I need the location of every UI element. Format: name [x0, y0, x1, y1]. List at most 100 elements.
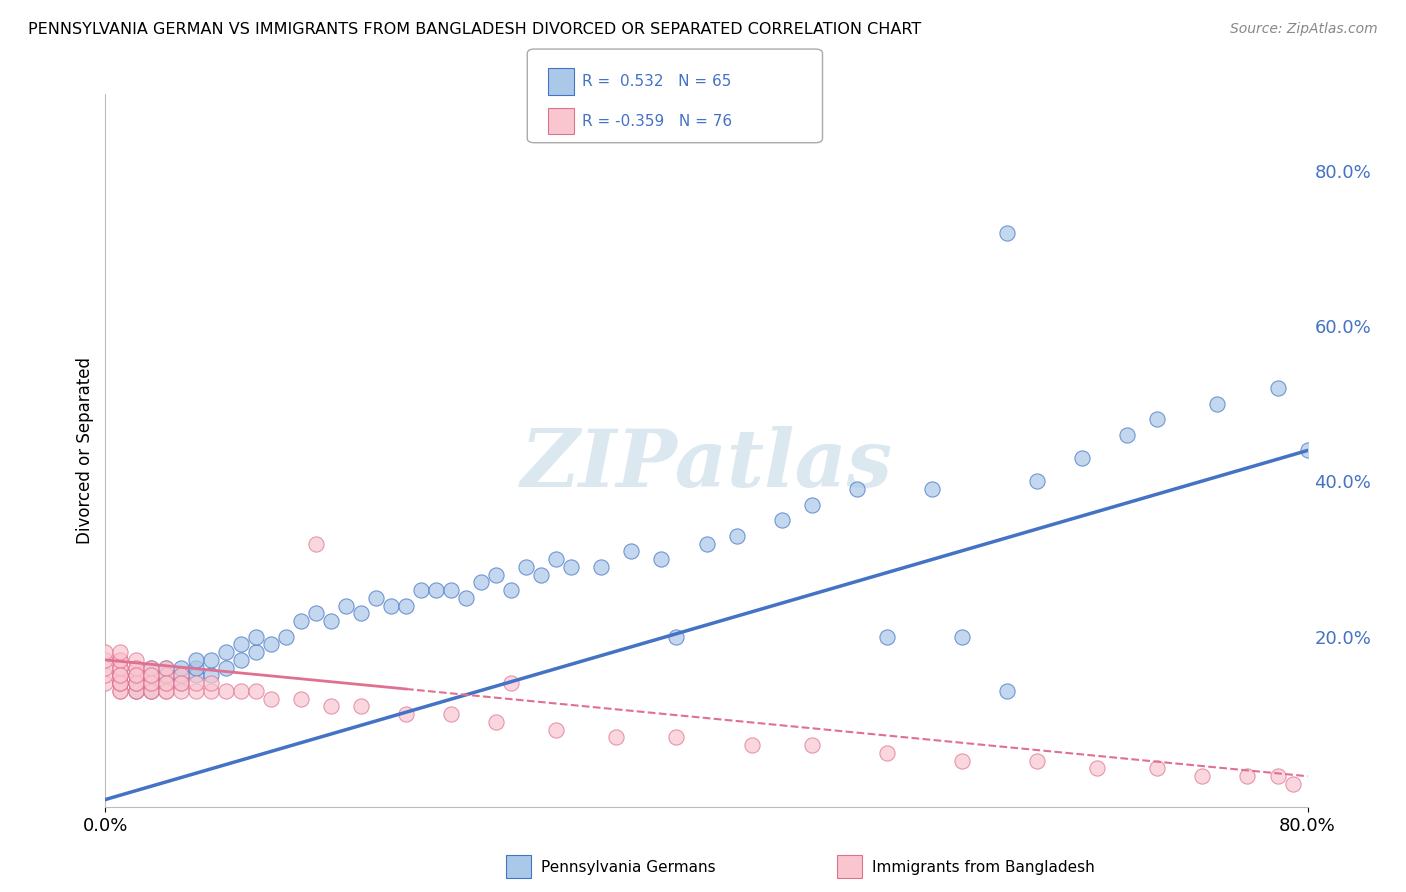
Point: [124, 668, 146, 682]
Point: [364, 591, 387, 605]
Point: [319, 699, 342, 714]
Point: [515, 559, 537, 574]
Point: [169, 676, 191, 690]
Point: [350, 607, 373, 621]
Point: [741, 738, 763, 752]
Y-axis label: Divorced or Separated: Divorced or Separated: [76, 357, 94, 544]
Point: [139, 676, 162, 690]
Text: Immigrants from Bangladesh: Immigrants from Bangladesh: [872, 860, 1094, 874]
Point: [214, 645, 236, 659]
Point: [110, 653, 132, 667]
Point: [620, 544, 643, 558]
Point: [1026, 754, 1049, 768]
Point: [440, 707, 463, 722]
Point: [591, 559, 613, 574]
Point: [155, 668, 177, 682]
Point: [214, 684, 236, 698]
Point: [155, 676, 177, 690]
Point: [245, 645, 267, 659]
Point: [110, 660, 132, 674]
Point: [425, 583, 447, 598]
Text: Pennsylvania Germans: Pennsylvania Germans: [541, 860, 716, 874]
Point: [380, 599, 402, 613]
Point: [995, 684, 1018, 698]
Point: [605, 731, 627, 745]
Point: [110, 653, 132, 667]
Point: [1146, 762, 1168, 776]
Point: [169, 668, 191, 682]
Point: [845, 482, 868, 496]
Point: [1267, 769, 1289, 783]
Point: [184, 676, 207, 690]
Point: [139, 684, 162, 698]
Point: [155, 676, 177, 690]
Point: [139, 660, 162, 674]
Point: [94, 676, 117, 690]
Text: R =  0.532   N = 65: R = 0.532 N = 65: [582, 74, 731, 89]
Point: [110, 668, 132, 682]
Point: [395, 707, 418, 722]
Point: [696, 536, 718, 550]
Point: [124, 660, 146, 674]
Point: [155, 660, 177, 674]
Point: [124, 676, 146, 690]
Point: [1085, 762, 1108, 776]
Text: Source: ZipAtlas.com: Source: ZipAtlas.com: [1230, 22, 1378, 37]
Point: [155, 676, 177, 690]
Point: [1191, 769, 1213, 783]
Point: [139, 660, 162, 674]
Point: [229, 637, 252, 651]
Point: [124, 676, 146, 690]
Point: [454, 591, 477, 605]
Point: [200, 684, 222, 698]
Point: [169, 676, 191, 690]
Point: [139, 668, 162, 682]
Point: [124, 676, 146, 690]
Point: [124, 684, 146, 698]
Point: [1236, 769, 1258, 783]
Point: [335, 599, 357, 613]
Point: [501, 583, 523, 598]
Point: [995, 227, 1018, 241]
Point: [290, 691, 312, 706]
Point: [124, 660, 146, 674]
Point: [950, 630, 973, 644]
Point: [921, 482, 943, 496]
Point: [1267, 381, 1289, 395]
Point: [665, 630, 688, 644]
Point: [290, 614, 312, 628]
Point: [305, 536, 328, 550]
Point: [305, 607, 328, 621]
Point: [139, 676, 162, 690]
Point: [485, 567, 508, 582]
Point: [229, 653, 252, 667]
Point: [725, 529, 748, 543]
Point: [139, 668, 162, 682]
Point: [110, 676, 132, 690]
Point: [530, 567, 553, 582]
Point: [94, 645, 117, 659]
Point: [124, 684, 146, 698]
Point: [169, 660, 191, 674]
Point: [110, 684, 132, 698]
Point: [155, 684, 177, 698]
Point: [319, 614, 342, 628]
Point: [876, 630, 898, 644]
Point: [650, 552, 672, 566]
Point: [139, 684, 162, 698]
Point: [110, 668, 132, 682]
Point: [139, 676, 162, 690]
Point: [124, 668, 146, 682]
Point: [110, 676, 132, 690]
Point: [665, 731, 688, 745]
Point: [260, 691, 283, 706]
Point: [770, 513, 793, 527]
Text: ZIPatlas: ZIPatlas: [520, 426, 893, 503]
Point: [184, 660, 207, 674]
Point: [1206, 397, 1229, 411]
Point: [110, 684, 132, 698]
Point: [200, 676, 222, 690]
Point: [560, 559, 582, 574]
Point: [800, 498, 823, 512]
Point: [124, 668, 146, 682]
